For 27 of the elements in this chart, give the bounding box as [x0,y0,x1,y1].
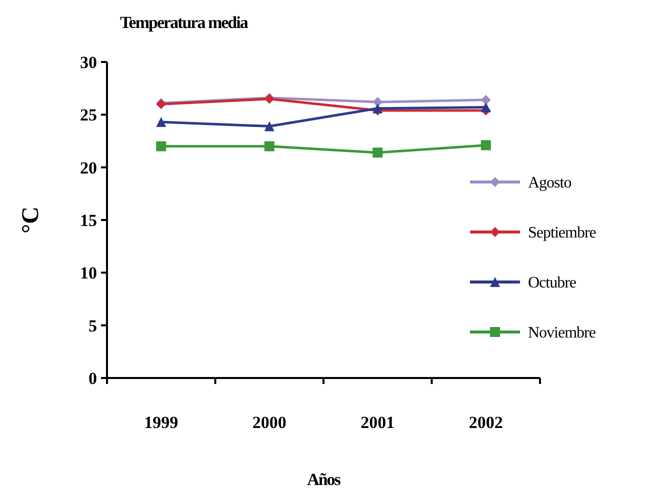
point [156,141,166,152]
point [156,117,166,128]
y-tick-label: 0 [88,368,97,388]
y-tick-label: 5 [88,316,97,336]
legend-label: Agosto [528,174,572,192]
y-tick-label: 30 [80,52,97,72]
point [480,102,491,112]
y-axis-title: °C [18,206,44,234]
y-tick-label: 15 [80,210,97,230]
point [372,97,383,108]
legend-label: Noviembre [528,324,596,342]
point [372,148,383,158]
chart-title: Temperatura media [120,13,249,32]
y-tick-label: 25 [80,106,97,125]
point [480,94,491,105]
x-tick-label: 2001 [360,413,395,432]
x-tick-label: 1999 [144,413,178,432]
legend-label: Octubre [528,274,576,292]
x-axis-title: Años [307,470,342,489]
x-tick-label: 2000 [252,413,286,432]
point [480,140,491,150]
point [264,121,274,132]
y-tick-label: 10 [80,264,97,283]
legend-label: Septiembre [528,224,596,242]
x-tick-label: 2002 [468,413,503,432]
point [264,141,274,152]
y-tick-label: 20 [80,158,97,178]
